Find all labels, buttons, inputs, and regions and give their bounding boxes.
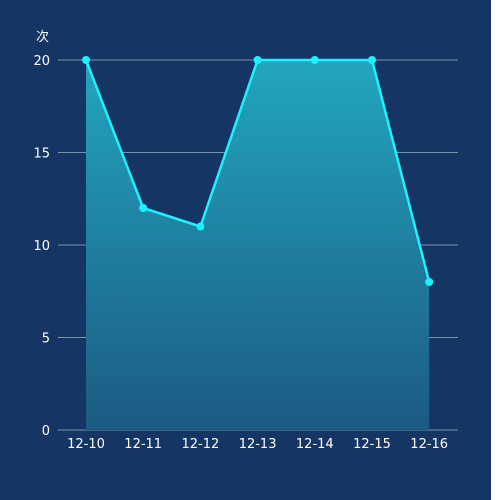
x-axis-ticks: 12-10 12-11 12-12 12-13 12-14 12-15 12-16 — [67, 437, 448, 452]
x-tick-label: 12-16 — [410, 437, 448, 452]
x-tick-label: 12-15 — [353, 437, 391, 452]
y-tick-label: 15 — [33, 147, 50, 162]
data-point — [82, 56, 90, 64]
data-point — [253, 56, 262, 64]
data-points — [82, 56, 434, 286]
x-tick-label: 12-12 — [182, 437, 220, 452]
y-tick-label: 0 — [42, 424, 50, 439]
x-tick-label: 12-13 — [239, 437, 277, 452]
y-tick-label: 10 — [33, 239, 50, 254]
x-tick-label: 12-10 — [67, 437, 105, 452]
y-axis-ticks: 0 5 10 15 20 — [33, 54, 50, 439]
data-point — [310, 56, 319, 64]
data-point — [139, 204, 148, 212]
y-axis-unit-label: 次 — [36, 29, 49, 45]
data-point — [368, 56, 376, 64]
series-area — [86, 60, 430, 430]
data-point — [425, 278, 434, 286]
data-point — [196, 222, 205, 231]
y-tick-label: 20 — [33, 54, 50, 69]
y-tick-label: 5 — [42, 332, 50, 347]
x-tick-label: 12-14 — [296, 437, 334, 452]
x-tick-label: 12-11 — [124, 437, 162, 452]
area-fill-layer — [86, 60, 430, 430]
